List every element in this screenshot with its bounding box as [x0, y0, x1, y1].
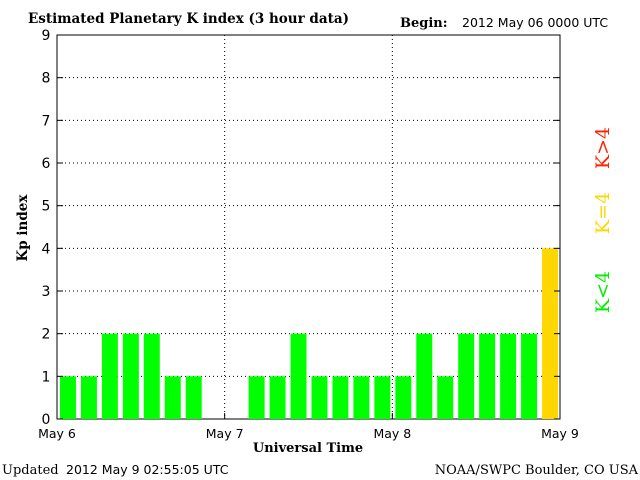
horizontal-gridlines	[57, 77, 560, 377]
kp-bar	[80, 376, 97, 419]
y-tick-label: 7	[42, 113, 51, 129]
kp-bar	[290, 333, 307, 419]
legend-equal: K=4	[592, 192, 614, 234]
legend-above: K>4	[592, 127, 614, 169]
kp-bar	[60, 376, 76, 419]
kp-bar	[248, 376, 265, 419]
kp-bar	[458, 333, 475, 419]
y-tick-label: 0	[42, 412, 51, 428]
kp-bar	[416, 333, 433, 419]
kp-bars	[60, 248, 558, 419]
kp-bar	[521, 333, 538, 419]
kp-bar	[500, 333, 517, 419]
y-tick-label: 5	[42, 199, 51, 215]
x-tick-label: May 7	[206, 426, 244, 441]
y-tick-label: 1	[42, 369, 51, 385]
x-tick-label: May 8	[373, 426, 411, 441]
y-tick-label: 8	[42, 71, 51, 87]
y-tick-label: 2	[42, 327, 51, 343]
x-tick-labels: May 6 May 7 May 8 May 9	[38, 413, 579, 441]
kp-bar	[143, 333, 160, 419]
kp-bar	[395, 376, 412, 419]
y-tick-label: 6	[42, 156, 51, 172]
chart-title: Estimated Planetary K index (3 hour data…	[28, 11, 349, 27]
kp-bar	[164, 376, 181, 419]
y-tick-label: 4	[42, 241, 51, 257]
kp-bar	[311, 376, 328, 419]
x-axis-label: Universal Time	[253, 441, 363, 456]
begin-label: Begin:	[400, 16, 448, 31]
kp-bar	[374, 376, 391, 419]
kp-bar	[437, 376, 454, 419]
vertical-gridlines	[224, 35, 393, 419]
x-tick-label: May 6	[38, 426, 76, 441]
plot-frame	[56, 34, 561, 420]
updated-label: Updated	[2, 463, 59, 478]
legend-below: K<4	[592, 271, 614, 313]
y-axis-label: Kp index	[15, 194, 31, 262]
kp-bar	[332, 376, 349, 419]
y-tick-label: 9	[42, 28, 51, 44]
kp-bar	[479, 333, 496, 419]
kp-bar	[269, 376, 286, 419]
x-tick-label: May 9	[541, 426, 579, 441]
updated-value: 2012 May 9 02:55:05 UTC	[66, 462, 229, 477]
kp-bar	[122, 333, 139, 419]
kp-bar	[101, 333, 118, 419]
begin-value: 2012 May 06 0000 UTC	[462, 15, 608, 30]
source-credit: NOAA/SWPC Boulder, CO USA	[435, 463, 639, 478]
y-tick-labels: 0 1 2 3 4 5 6 7 8 9	[42, 28, 560, 428]
kp-bar	[353, 376, 370, 419]
kp-bar	[185, 376, 202, 419]
y-tick-label: 3	[42, 284, 51, 300]
